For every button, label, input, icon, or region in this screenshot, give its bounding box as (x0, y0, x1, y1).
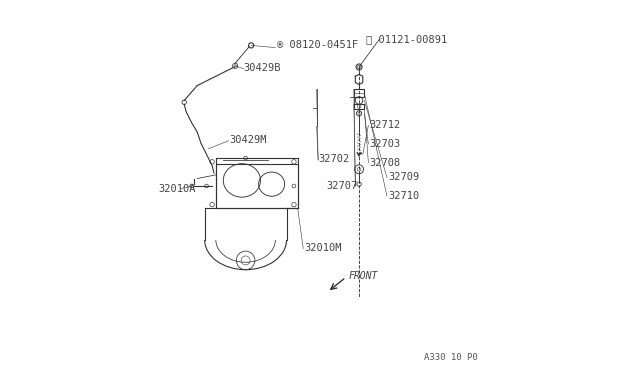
Text: 32712: 32712 (369, 121, 401, 130)
Text: 32710: 32710 (389, 191, 420, 201)
Text: ® 08120-0451F: ® 08120-0451F (277, 41, 358, 50)
Text: 32708: 32708 (369, 158, 401, 167)
Text: Ⓢ 01121-00891: Ⓢ 01121-00891 (367, 34, 448, 44)
Text: 30429M: 30429M (229, 135, 266, 144)
Text: FRONT: FRONT (349, 271, 378, 281)
Text: 30429B: 30429B (244, 63, 281, 73)
Text: A330 10 P0: A330 10 P0 (424, 353, 478, 362)
Text: 32702: 32702 (318, 154, 349, 164)
Text: 32010A: 32010A (158, 184, 196, 193)
Text: 32010M: 32010M (305, 244, 342, 253)
Text: 32709: 32709 (389, 173, 420, 182)
Text: 32703: 32703 (369, 139, 401, 149)
Text: 32707: 32707 (326, 181, 357, 191)
